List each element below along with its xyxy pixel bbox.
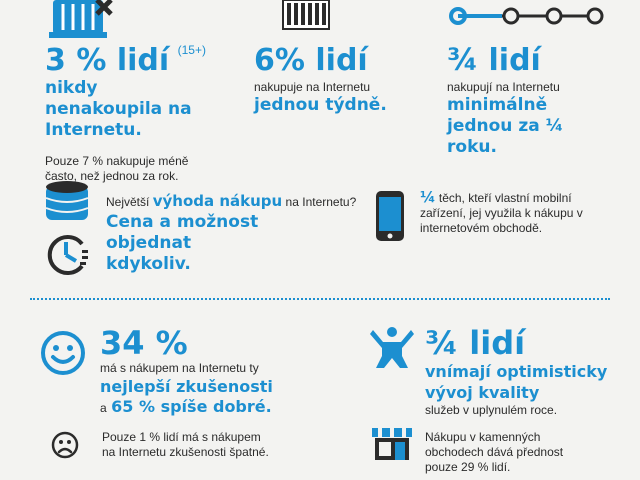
quality-text: služeb v uplynulém roce. (425, 403, 558, 417)
phone-icon (375, 190, 405, 242)
quality: ¾ lidí vnímají optimisticky vývoj kvalit… (425, 325, 615, 418)
person-cheering-icon (370, 326, 414, 370)
experience-highlight: nejlepší zkušenosti (100, 377, 273, 396)
stat-2-value: 6% lidí (254, 43, 368, 78)
experience-text: má s nákupem na Internetu ty (100, 361, 259, 375)
clock-icon (42, 230, 90, 276)
quality-highlight: vnímají optimisticky vývoj kvality (425, 362, 608, 402)
basket-icon (45, 0, 117, 40)
timeline-icon (447, 6, 607, 26)
stat-3-value: ¾ lidí (447, 43, 541, 78)
stat-3-highlight: minimálně jednou za ¼ roku. (447, 95, 564, 157)
stat-1: 3 % lidí (15+) nikdy nenakoupila na Inte… (45, 43, 245, 184)
stat-2-highlight: jednou týdně. (254, 95, 387, 115)
advantage-text-before: Největší (106, 195, 150, 209)
coins-icon (44, 180, 90, 224)
quality-value: ¾ lidí (425, 324, 526, 362)
advantage: Největší výhoda nákupu na Internetu? Cen… (106, 194, 356, 275)
experience-value: 34 % (100, 324, 188, 362)
mobile-stat: ¼ těch, kteří vlastní mobilní zařízení, … (420, 190, 620, 236)
advantage-text-highlight: výhoda nákupu (152, 192, 283, 210)
calendar-icon (282, 0, 330, 30)
mobile-fraction: ¼ (420, 188, 436, 206)
experience-highlight2: 65 % spíše dobré. (111, 397, 272, 416)
stat-2: 6% lidí nakupuje na Internetu jednou týd… (254, 43, 414, 116)
stat-1-note: Pouze 7 % nakupuje méně často, než jedno… (45, 154, 189, 183)
stores-stat: Nákupu v kamenných obchodech dává předno… (425, 430, 564, 474)
advantage-answer: Cena a možnost objednat kdykoliv. (106, 212, 259, 274)
experience: 34 % má s nákupem na Internetu ty nejlep… (100, 325, 300, 417)
experience-text2: a (100, 401, 107, 415)
stat-3: ¾ lidí nakupují na Internetu minimálně j… (447, 43, 617, 158)
mobile-text: těch, kteří vlastní mobilní zařízení, je… (420, 191, 583, 235)
store-icon (370, 428, 414, 462)
stat-1-value: 3 % lidí (45, 43, 170, 78)
stat-3-text: nakupují na Internetu (447, 80, 560, 94)
section-divider (30, 298, 610, 300)
stat-1-highlight: nikdy nenakoupila na Internetu. (45, 78, 192, 140)
advantage-text-after: na Internetu? (285, 195, 357, 209)
happy-face-icon (40, 330, 86, 376)
stat-2-text: nakupuje na Internetu (254, 80, 371, 94)
sad-face-icon (50, 430, 80, 460)
bad-experience: Pouze 1 % lidí má s nákupem na Internetu… (102, 430, 269, 459)
stat-1-superscript: (15+) (177, 43, 206, 57)
